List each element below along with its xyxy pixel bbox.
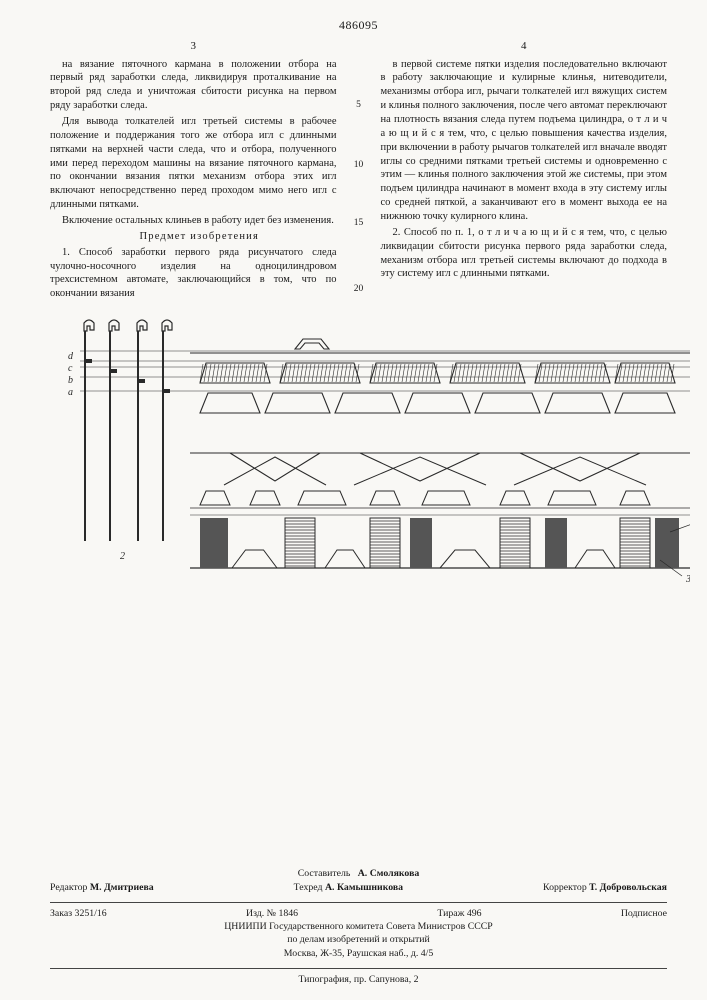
- corrector: Корректор Т. Добровольская: [543, 881, 667, 894]
- svg-text:d: d: [68, 351, 74, 362]
- claim-1: 1. Способ заработки первого ряда рисунча…: [50, 246, 337, 301]
- patent-figure: dcba231: [50, 313, 667, 653]
- imprint-footer: Составитель А. Смолякова Редактор М. Дми…: [50, 867, 667, 986]
- left-p1: на вязание пяточного кармана в положении…: [50, 58, 337, 113]
- line-num: 5: [351, 101, 367, 111]
- svg-text:b: b: [68, 375, 73, 386]
- claim-2: 2. Способ по п. 1, о т л и ч а ю щ и й с…: [381, 226, 668, 281]
- print-line: Типография, пр. Сапунова, 2: [50, 973, 667, 986]
- left-column: 3 на вязание пяточного кармана в положен…: [50, 39, 337, 303]
- right-p1: в первой системе пятки изделия последова…: [381, 58, 668, 224]
- compiler-label: Составитель: [298, 868, 351, 879]
- subscription: Подписное: [621, 907, 667, 920]
- line-num: 15: [351, 219, 367, 229]
- tech-editor: Техред А. Камышникова: [294, 881, 403, 894]
- page-num-left: 3: [50, 39, 337, 54]
- order-row: Заказ 3251/16 Изд. № 1846 Тираж 496 Подп…: [50, 907, 667, 920]
- svg-text:3: 3: [685, 574, 690, 585]
- right-column: 4 в первой системе пятки изделия последо…: [381, 39, 668, 303]
- tirazh: Тираж 496: [437, 907, 481, 920]
- org-line: ЦНИИПИ Государственного комитета Совета …: [50, 920, 667, 933]
- patent-number: 486095: [50, 18, 667, 33]
- line-num: 10: [351, 161, 367, 171]
- footer-rule-1: [50, 902, 667, 903]
- compiler-line: Составитель А. Смолякова: [50, 867, 667, 880]
- address-line: Москва, Ж-35, Раушская наб., д. 4/5: [50, 947, 667, 960]
- compiler-name: А. Смолякова: [358, 868, 420, 879]
- line-num: 20: [351, 285, 367, 295]
- editor: Редактор М. Дмитриева: [50, 881, 154, 894]
- svg-text:a: a: [68, 387, 73, 398]
- order-num: Заказ 3251/16: [50, 907, 107, 920]
- left-p3: Включение остальных клиньев в работу иде…: [50, 214, 337, 228]
- credits-row: Редактор М. Дмитриева Техред А. Камышник…: [50, 881, 667, 894]
- page-num-right: 4: [381, 39, 668, 54]
- line-number-gutter: 5 10 15 20: [351, 39, 367, 303]
- izd-num: Изд. № 1846: [246, 907, 298, 920]
- svg-text:2: 2: [120, 551, 125, 562]
- text-columns: 3 на вязание пяточного кармана в положен…: [50, 39, 667, 303]
- svg-text:c: c: [68, 363, 73, 374]
- footer-rule-2: [50, 968, 667, 969]
- claims-heading: Предмет изобретения: [50, 230, 337, 244]
- left-p2: Для вывода толкателей игл третьей систем…: [50, 115, 337, 212]
- org-line-2: по делам изобретений и открытий: [50, 933, 667, 946]
